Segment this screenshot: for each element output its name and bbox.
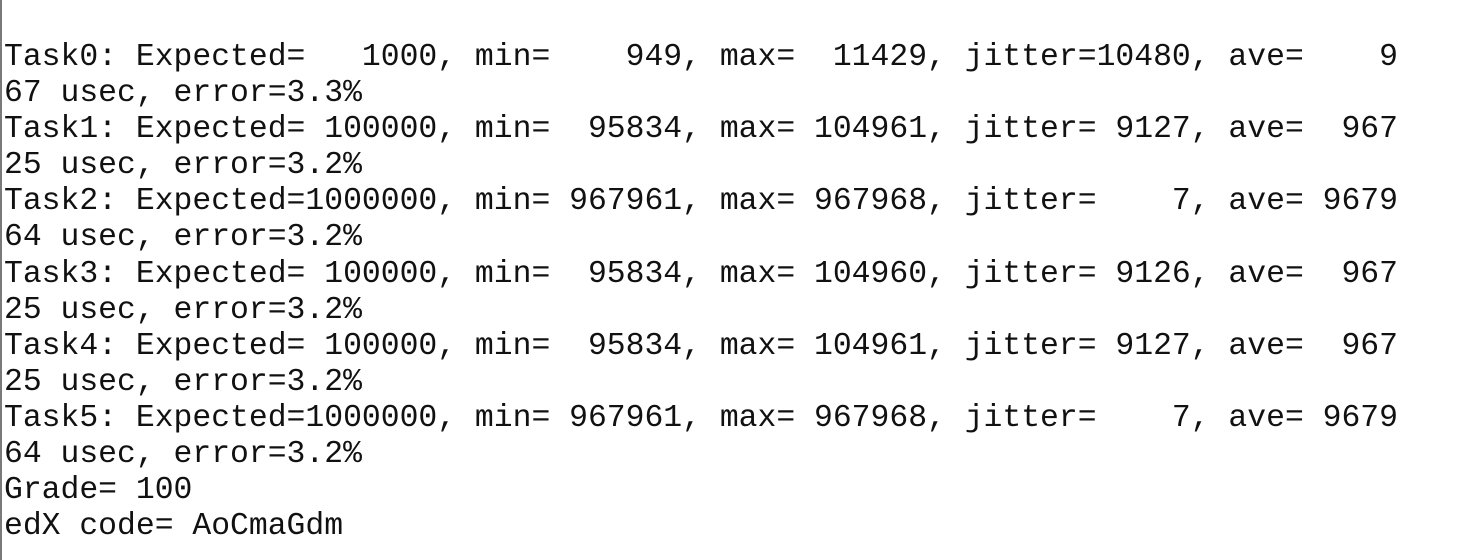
output-line-grade: Grade= 100: [4, 473, 193, 509]
output-line-task3-cont: 25 usec, error=3.2%: [4, 292, 362, 328]
output-line-task2-cont: 64 usec, error=3.2%: [4, 220, 362, 256]
output-line-task4-cont: 25 usec, error=3.2%: [4, 364, 362, 400]
output-line-task2: Task2: Expected=1000000, min= 967961, ma…: [4, 184, 1398, 220]
output-line-task4: Task4: Expected= 100000, min= 95834, max…: [4, 328, 1398, 364]
terminal-output: Task0: Expected= 1000, min= 949, max= 11…: [4, 40, 1398, 545]
output-line-task1-cont: 25 usec, error=3.2%: [4, 148, 362, 184]
output-line-task5: Task5: Expected=1000000, min= 967961, ma…: [4, 400, 1398, 436]
output-line-task0: Task0: Expected= 1000, min= 949, max= 11…: [4, 40, 1398, 75]
output-line-edx-code: edX code= AoCmaGdm: [4, 509, 344, 545]
output-line-task1: Task1: Expected= 100000, min= 95834, max…: [4, 112, 1398, 148]
output-line-task0-cont: 67 usec, error=3.3%: [4, 76, 362, 112]
output-line-task3: Task3: Expected= 100000, min= 95834, max…: [4, 256, 1398, 292]
output-line-task5-cont: 64 usec, error=3.2%: [4, 437, 362, 473]
